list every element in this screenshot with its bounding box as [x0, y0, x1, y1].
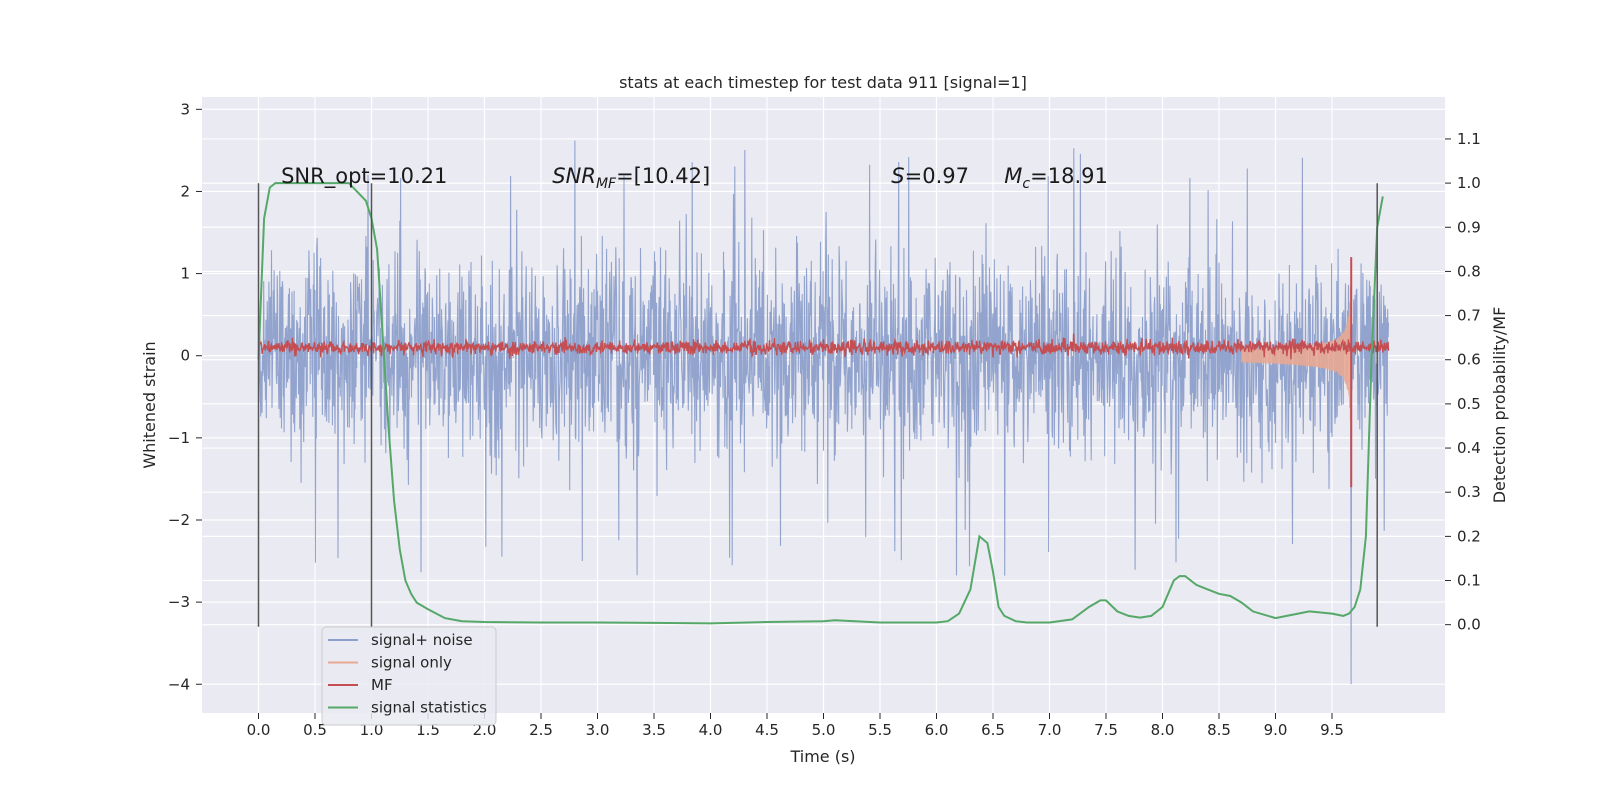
y-tick-label: 0 — [180, 347, 190, 365]
y-tick-label: 1 — [180, 265, 190, 283]
x-tick-label: 0.5 — [303, 721, 327, 739]
y2-tick-label: 0.7 — [1457, 307, 1481, 325]
y-tick-label: −3 — [168, 593, 190, 611]
y-tick-label: 3 — [180, 100, 190, 118]
y2-tick-label: 0.6 — [1457, 351, 1481, 369]
legend-label: signal statistics — [371, 699, 487, 717]
annotation-mc-value: Mc=18.91 — [1004, 164, 1108, 192]
y2-tick-label: 0.5 — [1457, 395, 1481, 413]
x-tick-label: 7.5 — [1094, 721, 1118, 739]
chart-title: stats at each timestep for test data 911… — [619, 73, 1027, 92]
y-tick-label: −4 — [168, 675, 190, 693]
x-tick-label: 3.0 — [586, 721, 610, 739]
legend-box — [321, 626, 497, 726]
x-tick-label: 5.5 — [868, 721, 892, 739]
y-tick-label: −1 — [168, 429, 190, 447]
legend: signal+ noise signal only MF signal statist… — [321, 626, 497, 726]
x-tick-label: 8.5 — [1207, 721, 1231, 739]
series-signal-statistics — [257, 182, 1384, 625]
x-tick-label: 9.0 — [1264, 721, 1288, 739]
legend-label: signal only — [371, 654, 452, 672]
y-tick-label: −2 — [168, 511, 190, 529]
x-tick-label: 3.5 — [642, 721, 666, 739]
y-tick-label: 2 — [180, 182, 190, 200]
x-tick-label: 6.5 — [981, 721, 1005, 739]
y2-tick-label: 0.9 — [1457, 218, 1481, 236]
x-axis-ticks: 0.0 0.5 1.0 1.5 2.0 2.5 3.0 3.5 4.0 4.5 5.0 5.5 6.0 6… — [247, 713, 1344, 739]
y-axis-ticks: 3 2 1 0 −1 −2 −3 −4 — [168, 100, 202, 693]
y2-tick-label: 0.8 — [1457, 262, 1481, 280]
annotations: SNR_opt=10.21 SNRMF=[10.42] S=0.97 Mc=18.91 — [281, 164, 1108, 192]
x-tick-label: 6.0 — [925, 721, 949, 739]
y2-tick-label: 1.0 — [1457, 174, 1481, 192]
annotation-s-value: S=0.97 — [891, 164, 969, 188]
y2-tick-label: 0.2 — [1457, 527, 1481, 545]
series-mf — [257, 333, 1390, 360]
y2-tick-label: 0.0 — [1457, 616, 1481, 634]
y2-tick-label: 0.4 — [1457, 439, 1481, 457]
y2-tick-label: 0.3 — [1457, 483, 1481, 501]
x-tick-label: 2.5 — [529, 721, 553, 739]
y-axis-label: Whitened strain — [140, 341, 159, 468]
y2-axis-label: Detection probability/MF — [1490, 307, 1509, 504]
x-tick-label: 8.0 — [1151, 721, 1175, 739]
x-tick-label: 4.5 — [755, 721, 779, 739]
x-axis-label: Time (s) — [789, 747, 855, 766]
annotation-snr-mf: SNRMF=[10.42] — [552, 164, 710, 192]
annotation-snr-opt: SNR_opt=10.21 — [281, 164, 447, 189]
x-tick-label: 5.0 — [812, 721, 836, 739]
y2-axis-ticks: 1.1 1.0 0.9 0.8 0.7 0.6 0.5 0.4 0.3 0.2 0.1 0.0 — [1445, 130, 1481, 634]
x-tick-label: 7.0 — [1038, 721, 1062, 739]
x-tick-label: 4.0 — [699, 721, 723, 739]
y2-tick-label: 1.1 — [1457, 130, 1481, 148]
legend-label: signal+ noise — [371, 631, 473, 649]
x-tick-label: 9.5 — [1320, 721, 1344, 739]
legend-label: MF — [371, 676, 393, 694]
x-tick-label: 0.0 — [247, 721, 271, 739]
y2-tick-label: 0.1 — [1457, 572, 1481, 590]
